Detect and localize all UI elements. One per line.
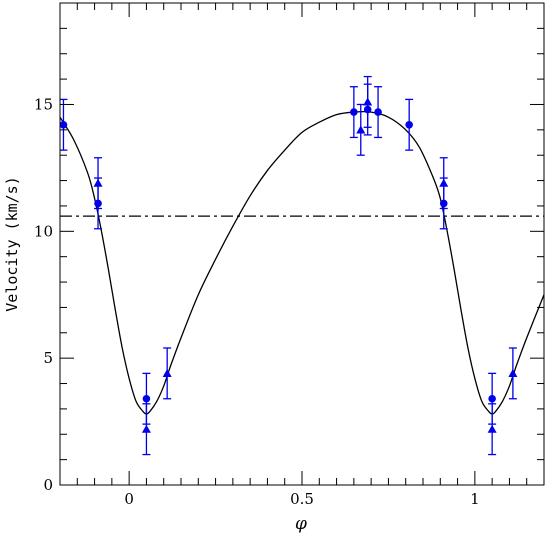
data-point-circle bbox=[405, 98, 414, 151]
x-tick-label: 0.5 bbox=[290, 490, 314, 508]
point-marker-triangle bbox=[141, 424, 151, 433]
data-point-triangle bbox=[487, 403, 497, 456]
point-marker-circle bbox=[60, 120, 68, 129]
model-curve bbox=[60, 110, 544, 415]
marks-layer bbox=[60, 75, 544, 456]
point-marker-triangle bbox=[487, 424, 497, 433]
point-marker-circle bbox=[350, 108, 358, 116]
point-marker-circle bbox=[142, 394, 151, 403]
plot-frame bbox=[59, 2, 545, 486]
data-point-triangle bbox=[93, 157, 103, 210]
x-tick-label: 0 bbox=[124, 490, 134, 508]
data-point-triangle bbox=[356, 103, 366, 156]
data-point-triangle bbox=[508, 347, 518, 400]
point-marker-triangle bbox=[508, 368, 518, 377]
point-marker-triangle bbox=[93, 178, 103, 187]
y-tick-label: 5 bbox=[43, 349, 53, 367]
y-tick-label: 15 bbox=[34, 95, 53, 113]
point-marker-circle bbox=[374, 108, 382, 116]
data-point-triangle bbox=[141, 403, 151, 456]
data-point-triangle bbox=[439, 157, 449, 210]
point-marker-triangle bbox=[162, 368, 172, 377]
data-point-circle bbox=[349, 86, 358, 139]
data-point-circle bbox=[60, 98, 68, 151]
data-point-circle bbox=[374, 86, 383, 139]
y-tick-label: 0 bbox=[43, 476, 53, 494]
x-tick-label: 1 bbox=[470, 490, 480, 508]
y-tick-label: 10 bbox=[34, 222, 53, 240]
x-axis-label: φ bbox=[295, 514, 307, 534]
ticks-layer bbox=[59, 2, 545, 486]
point-marker-triangle bbox=[439, 178, 449, 187]
point-marker-triangle bbox=[363, 97, 373, 106]
data-point-triangle bbox=[162, 347, 172, 400]
point-marker-circle bbox=[405, 120, 413, 129]
point-marker-triangle bbox=[356, 125, 366, 134]
y-axis-label: Velocity (km/s) bbox=[3, 176, 21, 311]
point-marker-circle bbox=[488, 394, 496, 403]
data-point-triangle bbox=[363, 75, 373, 128]
